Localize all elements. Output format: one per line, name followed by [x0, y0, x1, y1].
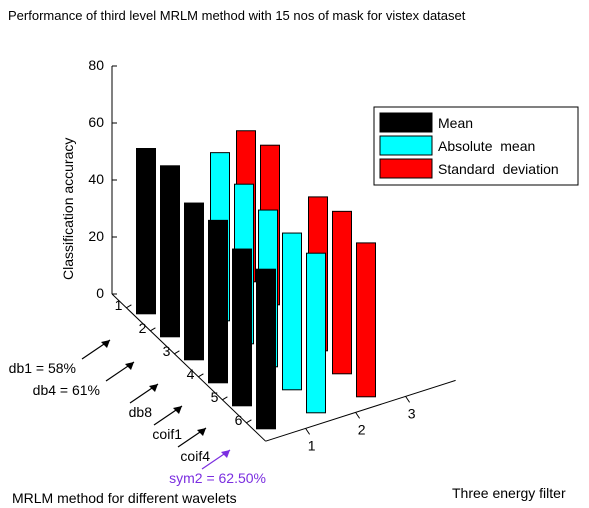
x-tick-label: 5	[211, 389, 219, 405]
y-tick-label: 2	[358, 421, 366, 437]
arrow-head-icon	[149, 384, 158, 392]
y-tick-label: 1	[308, 437, 316, 453]
wavelet-annotations: db1 = 58% db4 = 61% db8 coif1 coif4 sym2 = 62…	[9, 339, 266, 486]
x-tick-mark	[150, 327, 156, 332]
arrow-head-icon	[197, 428, 206, 436]
y-tick-mark	[305, 428, 311, 435]
y-tick-mark	[355, 412, 361, 419]
x-tick-label: 4	[187, 366, 195, 382]
legend-label-std: Standard deviation	[438, 161, 559, 177]
y-tick-label: 3	[408, 405, 416, 421]
wavelet-annotation-label: coif4	[180, 448, 210, 464]
x-axis-line	[111, 293, 266, 442]
x-tick-label: 2	[139, 320, 147, 336]
legend-swatch-std	[379, 158, 433, 179]
bar-mean	[208, 219, 228, 384]
bar-std	[356, 242, 376, 398]
x-tick-label: 6	[235, 412, 243, 428]
legend-label-absolute_mean: Absolute mean	[438, 138, 535, 154]
wavelet-annotation-label: db1 = 58%	[9, 360, 76, 376]
x-tick-mark	[222, 396, 228, 401]
bar-mean	[136, 148, 156, 315]
z-tick-label: 40	[88, 171, 104, 187]
x-tick-label: 1	[115, 297, 123, 313]
legend: Mean Absolute mean Standard deviation	[373, 106, 579, 186]
legend-label-mean: Mean	[438, 115, 473, 131]
chart-title: Performance of third level MRLM method w…	[8, 8, 466, 23]
arrow-head-icon	[221, 450, 230, 458]
bar-std	[332, 210, 352, 375]
legend-items: Mean Absolute mean Standard deviation	[379, 112, 559, 179]
y-axis-line	[265, 379, 456, 442]
wavelet-annotation-label: db4 = 61%	[33, 382, 100, 398]
bars	[136, 130, 376, 430]
y-tick-mark	[405, 396, 411, 403]
bar-mean	[232, 248, 252, 407]
z-tick-label: 80	[88, 57, 104, 73]
y-axis-label: Three energy filter	[452, 485, 566, 501]
bar-absolute_mean	[306, 252, 326, 414]
bar-mean	[160, 165, 180, 338]
bar-mean	[184, 202, 204, 361]
z-axis-label: Classification accuracy	[60, 138, 76, 280]
x-tick-mark	[126, 304, 132, 309]
x-tick-label: 3	[163, 343, 171, 359]
x-tick-mark	[174, 350, 180, 355]
x-tick-mark	[198, 373, 204, 378]
x-tick-mark	[246, 419, 252, 424]
legend-swatch-mean	[379, 112, 433, 133]
bar-mean	[256, 268, 276, 430]
wavelet-annotation-label: coif1	[152, 426, 182, 442]
wavelet-annotation-label: sym2 = 62.50%	[169, 470, 266, 486]
bar-absolute_mean	[282, 232, 302, 391]
z-tick-label: 60	[88, 114, 104, 130]
wavelet-annotation-label: db8	[129, 404, 153, 420]
z-tick-label: 20	[88, 228, 104, 244]
legend-swatch-absolute_mean	[379, 135, 433, 156]
z-tick-label: 0	[96, 285, 104, 301]
x-axis-label: MRLM method for different wavelets	[12, 490, 237, 506]
arrow-head-icon	[101, 340, 110, 348]
arrow-head-icon	[173, 406, 182, 414]
arrow-head-icon	[125, 362, 134, 370]
